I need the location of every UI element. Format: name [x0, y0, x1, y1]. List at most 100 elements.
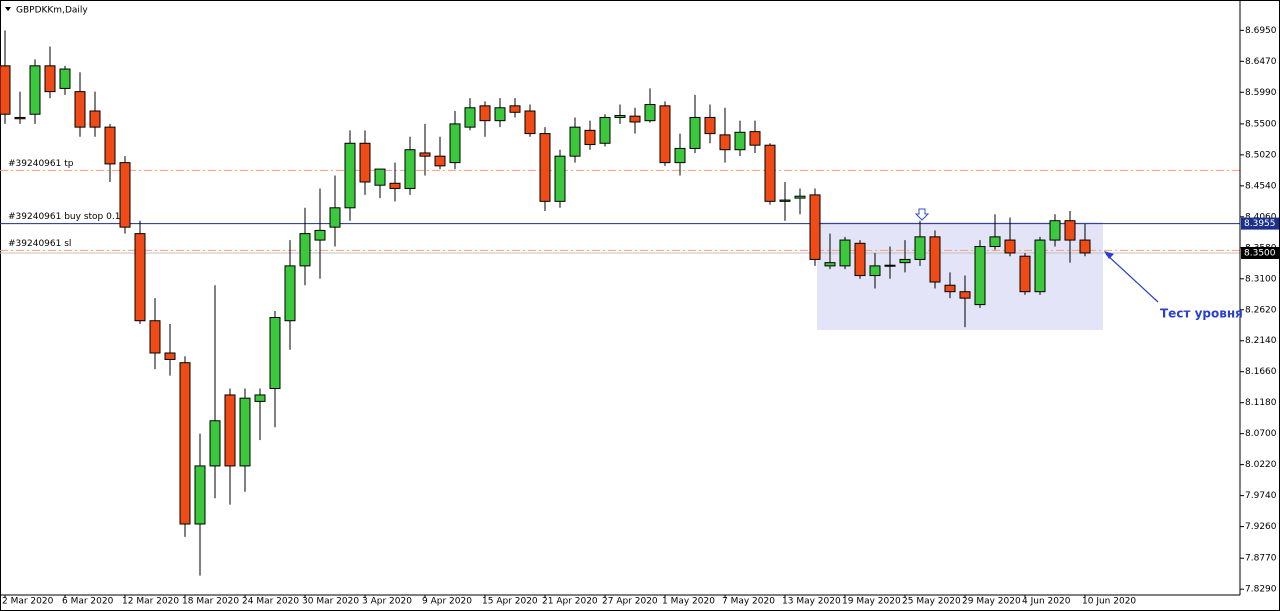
- candle-body: [329, 207, 341, 228]
- candle-body: [974, 246, 986, 306]
- candle-body: [869, 265, 881, 277]
- candle-body: [359, 142, 371, 183]
- candle-body: [539, 133, 551, 202]
- candle-body: [14, 116, 26, 120]
- candle-body: [134, 233, 146, 322]
- candle-body: [434, 155, 446, 167]
- y-tick-label: 8.4540: [1245, 181, 1277, 191]
- x-tick-label: 21 Apr 2020: [542, 597, 598, 607]
- candle-body: [1079, 239, 1091, 254]
- candle-body: [449, 123, 461, 164]
- candle-body: [209, 420, 221, 467]
- candle-body: [509, 105, 521, 113]
- candle-body: [794, 195, 806, 199]
- candle-body: [599, 116, 611, 144]
- candle-body: [554, 155, 566, 202]
- candle-body: [749, 131, 761, 146]
- candle-body: [899, 258, 911, 264]
- candle-body: [44, 65, 56, 93]
- x-tick-label: 29 May 2020: [962, 597, 1021, 607]
- x-tick-label: 7 May 2020: [722, 597, 775, 607]
- y-tick-label: 8.2140: [1245, 336, 1277, 346]
- candle-body: [59, 68, 71, 89]
- x-tick-label: 3 Apr 2020: [362, 597, 412, 607]
- candle-body: [644, 104, 656, 122]
- candle-body: [614, 115, 626, 118]
- order-level-label: #39240961 buy stop 0.16: [8, 212, 126, 222]
- y-tick-label: 7.9740: [1245, 491, 1277, 501]
- x-tick-label: 15 Apr 2020: [482, 597, 538, 607]
- bid-tag: [1241, 246, 1279, 259]
- candle-body: [719, 134, 731, 151]
- y-tick-label: 7.8290: [1245, 585, 1277, 595]
- y-tick-label: 8.6950: [1245, 26, 1277, 36]
- candle-body: [824, 262, 836, 267]
- x-tick-label: 1 May 2020: [662, 597, 715, 607]
- y-tick-label: 8.4060: [1245, 212, 1277, 222]
- x-tick-label: 30 Mar 2020: [302, 597, 359, 607]
- annotation-arrow: [1105, 253, 1159, 303]
- candle-body: [764, 144, 776, 202]
- order-level-label: #39240961 tp: [8, 159, 74, 169]
- order-level-label: #39240961 sl: [8, 239, 71, 249]
- bid-tag-label: 8.3500: [1244, 248, 1276, 258]
- x-tick-label: 12 Mar 2020: [122, 597, 179, 607]
- candle-body: [284, 265, 296, 322]
- candle-body: [149, 320, 161, 354]
- x-tick-label: 2 Mar 2020: [2, 597, 54, 607]
- y-tick-label: 8.2620: [1245, 305, 1277, 315]
- candle-body: [29, 65, 41, 115]
- candle-body: [419, 152, 431, 157]
- y-tick-label: 8.5500: [1245, 119, 1277, 129]
- candle-body: [1034, 239, 1046, 293]
- x-tick-label: 18 Mar 2020: [182, 597, 239, 607]
- y-tick-label: 8.3100: [1245, 274, 1277, 284]
- candle-body: [404, 149, 416, 189]
- candle-body: [524, 110, 536, 135]
- y-tick-label: 8.0700: [1245, 429, 1277, 439]
- candle-body: [569, 126, 581, 157]
- y-tick-label: 8.6470: [1245, 57, 1277, 67]
- x-tick-label: 9 Apr 2020: [422, 597, 472, 607]
- candle-body: [914, 236, 926, 260]
- annotation: Тест уровня: [1160, 307, 1243, 321]
- signal-arrow: [914, 208, 930, 221]
- candle-body: [464, 107, 476, 128]
- candle-body: [989, 236, 1001, 248]
- x-tick-label: 6 Mar 2020: [62, 597, 114, 607]
- candle-body: [344, 142, 356, 209]
- candle-body: [89, 110, 101, 128]
- candle-body: [494, 107, 506, 122]
- price-tag-label: 8.3955: [1244, 219, 1276, 229]
- x-tick-label: 25 May 2020: [902, 597, 961, 607]
- candle-body: [584, 129, 596, 146]
- y-tick-label: 8.1180: [1245, 398, 1277, 408]
- x-tick-label: 4 Jun 2020: [1022, 597, 1071, 607]
- y-tick-label: 7.8770: [1245, 554, 1277, 564]
- candle-body: [179, 362, 191, 525]
- candle-body: [1004, 239, 1016, 254]
- candle-body: [854, 242, 866, 277]
- x-tick-label: 24 Mar 2020: [242, 597, 299, 607]
- candle-body: [674, 147, 686, 164]
- menu-triangle: [5, 7, 11, 11]
- candle-body: [104, 126, 116, 165]
- candle-body: [0, 65, 11, 115]
- candle-body: [944, 284, 956, 293]
- y-tick-label: 8.5020: [1245, 150, 1277, 160]
- annotation-arrowhead: [1104, 251, 1114, 259]
- x-tick-label: 10 Jun 2020: [1082, 597, 1136, 607]
- chart-title: GBPDKKm,Daily: [16, 6, 88, 16]
- y-tick-label: 8.0220: [1245, 460, 1277, 470]
- candle-body: [164, 352, 176, 360]
- x-tick-label: 13 May 2020: [782, 597, 841, 607]
- candle-body: [839, 239, 851, 267]
- x-tick-label: 27 Apr 2020: [602, 597, 658, 607]
- candle-body: [779, 199, 791, 202]
- candle-body: [1049, 220, 1061, 241]
- candle-body: [1064, 220, 1076, 241]
- candle-body: [734, 131, 746, 151]
- candle-body: [689, 116, 701, 149]
- candle-body: [659, 105, 671, 164]
